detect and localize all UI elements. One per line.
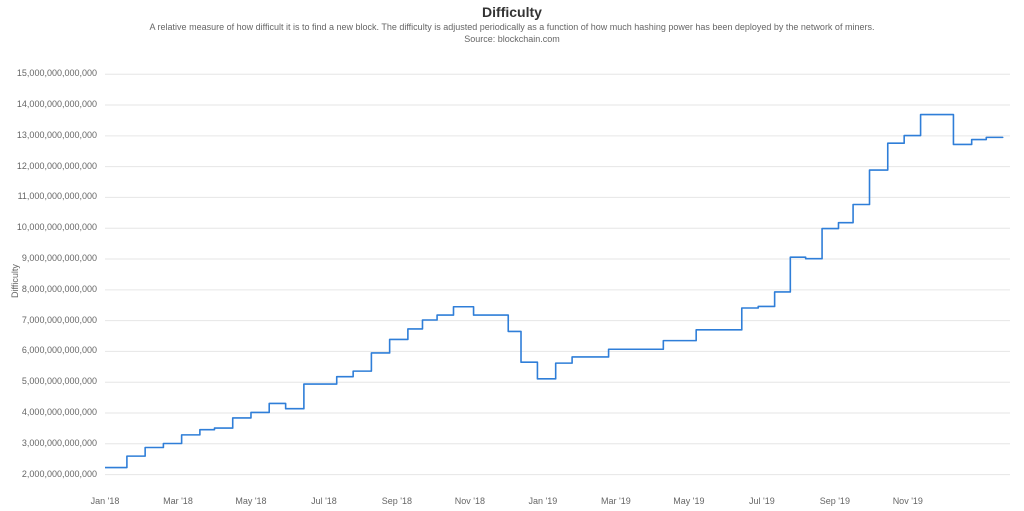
x-tick-label: May '18 [221, 496, 281, 506]
x-tick-label: Mar '19 [586, 496, 646, 506]
y-tick-label: 5,000,000,000,000 [0, 376, 97, 386]
y-tick-label: 14,000,000,000,000 [0, 99, 97, 109]
y-tick-label: 3,000,000,000,000 [0, 438, 97, 448]
x-tick-label: Mar '18 [148, 496, 208, 506]
y-tick-label: 7,000,000,000,000 [0, 315, 97, 325]
x-tick-label: Nov '19 [878, 496, 938, 506]
x-tick-label: Jan '18 [75, 496, 135, 506]
chart-subtitle: A relative measure of how difficult it i… [0, 20, 1024, 34]
y-tick-label: 2,000,000,000,000 [0, 469, 97, 479]
x-tick-label: Sep '18 [367, 496, 427, 506]
chart-svg [105, 65, 1010, 490]
y-tick-label: 6,000,000,000,000 [0, 345, 97, 355]
x-tick-label: Jan '19 [513, 496, 573, 506]
x-tick-label: Sep '19 [805, 496, 865, 506]
y-tick-label: 11,000,000,000,000 [0, 191, 97, 201]
chart-container: Difficulty A relative measure of how dif… [0, 0, 1024, 511]
chart-source: Source: blockchain.com [0, 34, 1024, 44]
y-tick-label: 13,000,000,000,000 [0, 130, 97, 140]
x-tick-label: Jul '19 [732, 496, 792, 506]
chart-title: Difficulty [0, 0, 1024, 20]
y-tick-label: 9,000,000,000,000 [0, 253, 97, 263]
y-tick-label: 15,000,000,000,000 [0, 68, 97, 78]
x-tick-label: May '19 [659, 496, 719, 506]
y-tick-label: 8,000,000,000,000 [0, 284, 97, 294]
y-tick-label: 10,000,000,000,000 [0, 222, 97, 232]
y-tick-label: 12,000,000,000,000 [0, 161, 97, 171]
plot-area [105, 65, 1010, 490]
x-tick-label: Nov '18 [440, 496, 500, 506]
y-tick-label: 4,000,000,000,000 [0, 407, 97, 417]
x-tick-label: Jul '18 [294, 496, 354, 506]
